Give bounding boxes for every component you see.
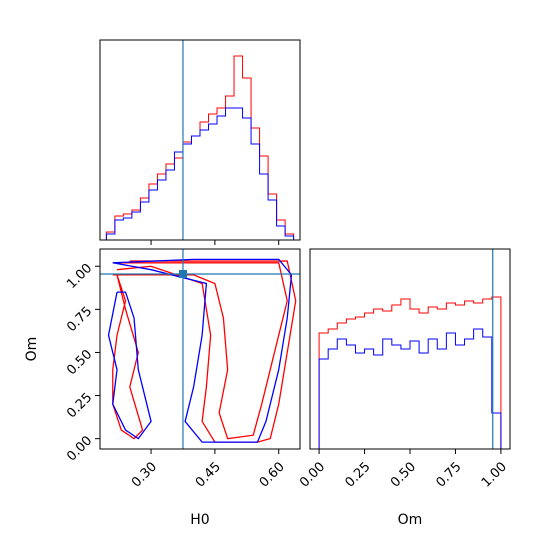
panel-hist-h0	[99, 39, 301, 245]
contour-blue-0	[112, 258, 293, 443]
plot-area	[318, 249, 502, 449]
truth-marker	[178, 270, 187, 278]
histogram-series-blue	[318, 328, 502, 449]
y-axis-label-om: Om	[24, 337, 40, 362]
x-tick-label: 0.45	[193, 459, 224, 490]
axis-labels: H0 Om Om	[24, 337, 422, 528]
x-tick-label: 0.60	[257, 459, 288, 490]
y-tick-label: 0.25	[64, 390, 95, 421]
x-axis-label-om: Om	[398, 512, 423, 528]
panel-contour-h0-om: 0.30 0.45 0.60 0.00 0.25 0.50 0.75 1.00	[64, 248, 301, 491]
contour-red-1	[112, 262, 288, 440]
panel-frame	[99, 39, 301, 241]
panel-frame	[99, 248, 301, 450]
x-tick-label: 0.50	[388, 459, 419, 490]
x-axis-label-h0: H0	[190, 512, 209, 528]
x-tick-label: 0.25	[343, 459, 374, 490]
y-tick-label: 0.00	[64, 433, 95, 464]
plot-area	[100, 249, 300, 449]
plot-area	[105, 40, 295, 240]
histogram-series-red	[105, 55, 295, 240]
panel-hist-om: 0.00 0.25 0.50 0.75 1.00	[297, 248, 511, 491]
y-tick-label: 1.00	[64, 261, 95, 292]
y-tick-label: 0.75	[64, 304, 95, 335]
x-tick-label: 1.00	[479, 459, 510, 490]
contour-blue-1	[107, 291, 152, 440]
y-tick-label: 0.50	[64, 347, 95, 378]
x-tick-label: 0.00	[297, 459, 328, 490]
x-tick-label: 0.75	[433, 459, 464, 490]
histogram-series-red	[318, 296, 502, 449]
histogram-series-blue	[105, 107, 295, 240]
x-tick-label: 0.30	[129, 459, 160, 490]
